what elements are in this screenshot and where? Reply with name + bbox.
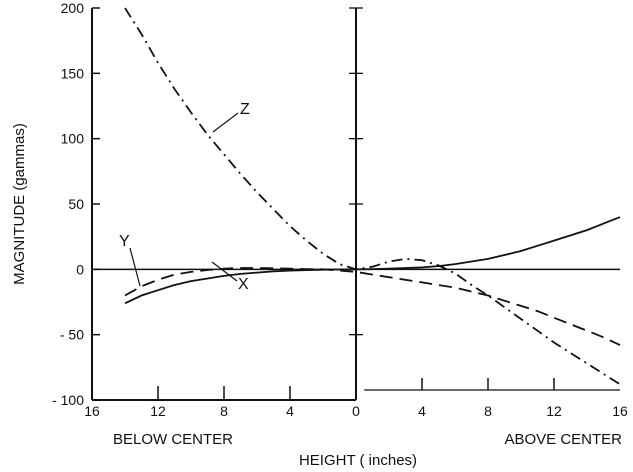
x-tick-label: 16: [84, 403, 100, 419]
series-z-pointer: [212, 112, 239, 133]
labels: Z Y X BELOW CENTER ABOVE CENTER HEIGHT ( inch…: [11, 101, 622, 469]
x-tick-label: 16: [612, 403, 628, 419]
y-tick-label: 50: [68, 196, 84, 212]
below-center-label: BELOW CENTER: [113, 431, 233, 448]
series-x-pointer: [211, 261, 238, 282]
y-tick-label: 150: [61, 65, 85, 81]
x-tick-label: 8: [220, 403, 228, 419]
x-tick-label: 0: [352, 403, 360, 419]
x-axis-title: HEIGHT ( inches): [299, 452, 417, 469]
y-tick-label: 200: [61, 0, 85, 16]
x-tick-label: 8: [484, 403, 492, 419]
series-layer: [124, 7, 621, 386]
y-tick-label: 0: [76, 261, 84, 277]
x-tick-label: 12: [546, 403, 562, 419]
series-line-x: [124, 216, 621, 305]
series-y-label: Y: [119, 233, 130, 250]
y-tick-label: - 100: [52, 392, 84, 408]
x-tick-label: 4: [418, 403, 426, 419]
x-tick-label: 12: [150, 403, 166, 419]
y-tick-label: - 50: [60, 327, 84, 343]
x-tick-label: 4: [286, 403, 294, 419]
series-x-label: X: [238, 276, 249, 293]
series-line-y: [124, 267, 621, 346]
series-line-z: [124, 7, 621, 386]
ticks: - 100 - 50 0 50 100 150 200 16 12 8 4 0 4 8 12 16: [52, 0, 628, 419]
y-tick-label: 100: [61, 131, 85, 147]
series-y-pointer: [129, 247, 141, 287]
above-center-label: ABOVE CENTER: [504, 431, 622, 448]
series-z-label: Z: [240, 101, 250, 118]
y-axis-title: MAGNITUDE (gammas): [11, 123, 28, 285]
